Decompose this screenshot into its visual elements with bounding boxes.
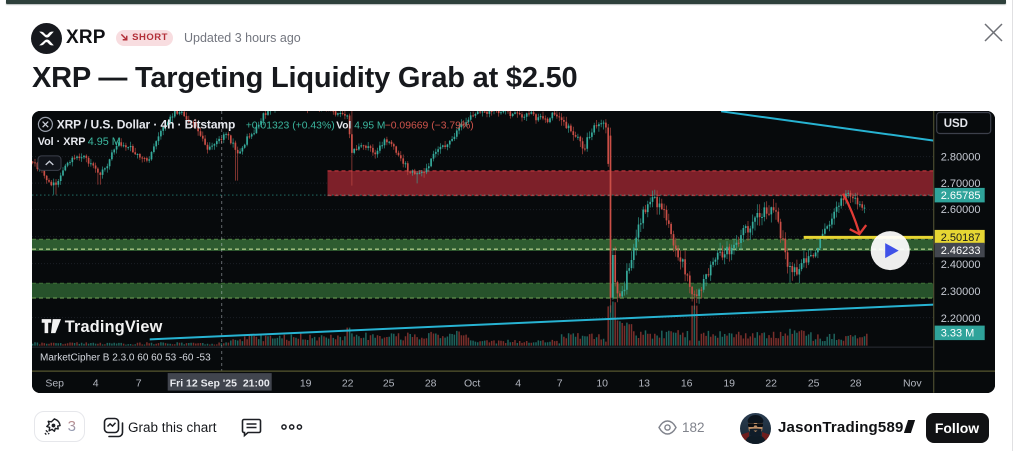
svg-text:28: 28	[425, 378, 437, 390]
svg-text:2.60000: 2.60000	[941, 204, 981, 216]
svg-text:4: 4	[516, 378, 522, 390]
svg-text:+0.01323 (+0.43%): +0.01323 (+0.43%)	[246, 121, 335, 132]
svg-text:XRP / U.S. Dollar · 4h · Bitst: XRP / U.S. Dollar · 4h · Bitstamp	[57, 118, 236, 132]
svg-text:2.46233: 2.46233	[941, 245, 981, 257]
svg-text:7: 7	[136, 378, 142, 390]
svg-text:2.70000: 2.70000	[941, 178, 981, 190]
svg-text:MarketCipher B 2.3.0 60 60 53: MarketCipher B 2.3.0 60 60 53 -60 -53	[40, 353, 211, 364]
svg-text:Sep: Sep	[46, 378, 65, 390]
svg-text:4.95 M: 4.95 M	[88, 136, 121, 148]
svg-text:2.65785: 2.65785	[941, 190, 981, 202]
svg-text:25: 25	[808, 378, 820, 390]
svg-text:7: 7	[557, 378, 563, 390]
svg-text:Nov: Nov	[903, 378, 922, 390]
svg-text:2.30000: 2.30000	[941, 286, 981, 298]
svg-text:16: 16	[681, 378, 693, 390]
svg-text:TradingView: TradingView	[65, 318, 163, 336]
svg-text:3.33 M: 3.33 M	[941, 328, 975, 340]
svg-text:Oct: Oct	[464, 378, 480, 390]
svg-text:2.20000: 2.20000	[941, 313, 981, 325]
svg-text:19: 19	[300, 378, 312, 390]
svg-text:25: 25	[383, 378, 395, 390]
svg-text:22: 22	[342, 378, 354, 390]
svg-text:Vol: Vol	[336, 121, 351, 132]
svg-text:4: 4	[93, 378, 99, 390]
svg-text:10: 10	[597, 378, 609, 390]
svg-text:2.80000: 2.80000	[941, 152, 981, 164]
svg-text:28: 28	[850, 378, 862, 390]
svg-text:2.50187: 2.50187	[941, 232, 981, 244]
svg-text:19: 19	[724, 378, 736, 390]
svg-text:−0.09669 (−3.79%): −0.09669 (−3.79%)	[385, 121, 474, 132]
svg-text:22: 22	[766, 378, 778, 390]
svg-text:2.40000: 2.40000	[941, 259, 981, 271]
svg-text:Fri 12 Sep '25 21:00: Fri 12 Sep '25 21:00	[170, 378, 270, 390]
svg-text:Vol · XRP: Vol · XRP	[38, 136, 86, 148]
svg-text:4.95 M: 4.95 M	[354, 121, 385, 132]
svg-text:USD: USD	[944, 118, 968, 130]
svg-text:13: 13	[639, 378, 651, 390]
